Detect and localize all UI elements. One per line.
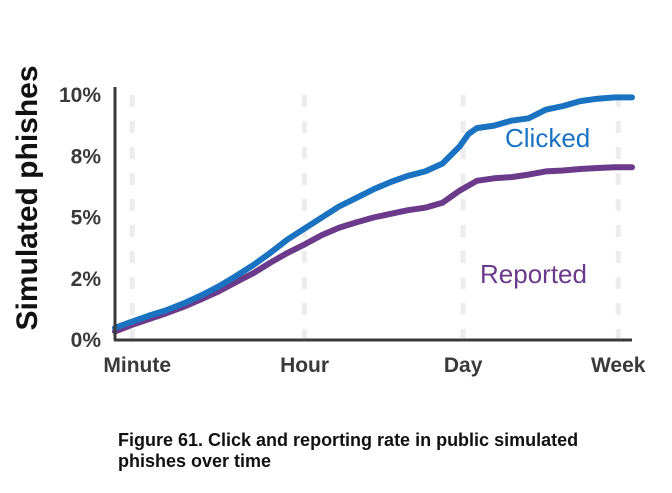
series-layer — [112, 94, 635, 335]
chart: 0% 2% 5% 8% 10% Minute Hour Day Week Simulated … — [11, 65, 646, 377]
y-tick-label: 5% — [71, 207, 102, 230]
x-tick-label: Day — [444, 354, 483, 377]
series-label-reported: Reported — [480, 259, 587, 289]
series-line-clicked — [112, 94, 635, 331]
series-label-clicked: Clicked — [505, 123, 590, 153]
figure-caption: Figure 61. Click and reporting rate in p… — [118, 430, 579, 471]
y-tick-label: 2% — [71, 268, 102, 291]
series-line-reported — [112, 164, 635, 335]
x-tick-label: Minute — [103, 354, 171, 377]
y-axis-label: Simulated phishes — [11, 65, 44, 330]
y-tick-label: 0% — [71, 329, 102, 352]
y-tick-label: 10% — [59, 84, 101, 107]
y-tick-labels: 0% 2% 5% 8% 10% — [59, 84, 101, 352]
x-tick-labels: Minute Hour Day Week — [103, 354, 645, 377]
x-tick-label: Hour — [280, 354, 329, 377]
x-tick-label: Week — [591, 354, 646, 377]
y-tick-label: 8% — [71, 145, 102, 168]
